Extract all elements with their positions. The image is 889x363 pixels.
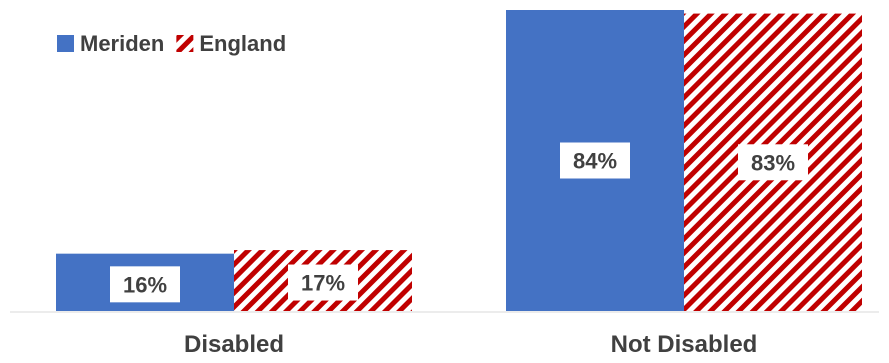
data-label: 83% xyxy=(751,150,795,175)
legend-label-england: England xyxy=(199,31,286,56)
legend: Meriden England xyxy=(57,31,286,56)
data-label-box xyxy=(288,264,358,301)
category-label: Disabled xyxy=(184,331,284,358)
data-label-box xyxy=(560,142,630,179)
legend-swatch-england xyxy=(176,35,194,52)
data-label: 16% xyxy=(123,272,167,297)
bars-layer xyxy=(56,10,862,311)
category-label: Not Disabled xyxy=(611,331,758,358)
data-label: 17% xyxy=(301,271,345,296)
legend-swatch-meriden xyxy=(57,35,74,52)
legend-label-meriden: Meriden xyxy=(80,31,164,56)
labels-layer: 16% 17% Disabled 84% 83% Not Disabled xyxy=(110,142,808,358)
data-label-box xyxy=(738,144,808,181)
data-label: 84% xyxy=(573,149,617,174)
data-label-box xyxy=(110,266,180,303)
